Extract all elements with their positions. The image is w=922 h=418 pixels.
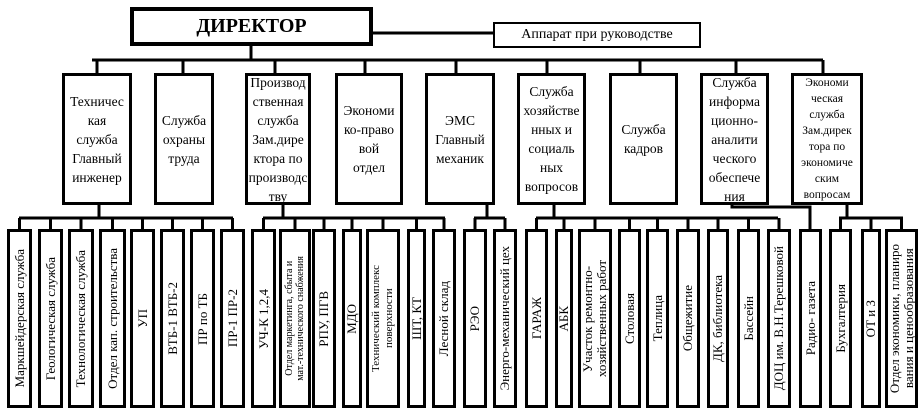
unit-label: ДК, библиотека	[710, 274, 725, 362]
unit-box: ДОЦ им. В.Н.Терешковой	[767, 229, 791, 408]
unit-box: Бассейн	[737, 229, 760, 408]
unit-box: АБК	[555, 229, 573, 408]
service-label: Экономи ческая служба Зам.дирек тора по …	[801, 77, 853, 201]
ems-chief-mechanic-box: ЭМС Главный механик	[425, 73, 495, 205]
production-service-box: Производ ственная служба Зам.дире ктора …	[245, 73, 311, 205]
unit-box: ШТ, КТ	[407, 229, 426, 408]
unit-label: ПР-1 ПР-2	[224, 289, 240, 348]
unit-box: Отдел маркетинга, сбыта и мат.-техническ…	[279, 229, 311, 408]
unit-label: ДОЦ им. В.Н.Терешковой	[771, 246, 786, 391]
unit-box: Энерго-механический цех	[493, 229, 517, 408]
unit-label: Отдел экономики, планиро вания и ценообр…	[886, 243, 916, 394]
unit-label: УЧ-К 1,2,4	[255, 288, 271, 349]
unit-box: Столовая	[618, 229, 641, 408]
unit-box: УЧ-К 1,2,4	[251, 229, 276, 408]
hr-service-box: Служба кадров	[609, 73, 678, 205]
apparatus-box: Аппарат при руководстве	[493, 22, 701, 48]
director-label: ДИРЕКТОР	[196, 15, 307, 37]
unit-label: Теплица	[649, 295, 665, 342]
unit-label: ОТ и З	[863, 299, 878, 338]
unit-label: Радио- газета	[802, 281, 818, 356]
unit-box: Участок ремонтно- хозяйственных работ	[578, 229, 612, 408]
unit-label: Общежитие	[680, 285, 695, 352]
unit-box: УП	[130, 229, 155, 408]
unit-label: ПР по ТБ	[194, 292, 210, 345]
unit-label: РПУ, ПГВ	[316, 290, 331, 347]
unit-box: РПУ, ПГВ	[312, 229, 336, 408]
unit-label: АБК	[556, 305, 571, 332]
unit-label: ШТ, КТ	[408, 297, 424, 340]
service-label: Экономи ко-право вой отдел	[343, 103, 395, 175]
service-label: Служба хозяйстве нных и социаль ных вопр…	[523, 84, 580, 194]
unit-box: Лесной склад	[432, 229, 456, 408]
labor-safety-service-box: Служба охраны труда	[154, 73, 214, 205]
unit-box: Бухгалтерия	[829, 229, 852, 408]
unit-box: Геологическая служба	[38, 229, 63, 408]
info-analytics-service-box: Служба информа ционно- аналити ческого о…	[700, 73, 769, 205]
unit-label: Лесной склад	[436, 280, 451, 357]
unit-label: ВТБ-1 ВТБ-2	[164, 282, 180, 355]
unit-box: Технический комплекс поверхности	[366, 229, 400, 408]
unit-box: Отдел кап. строительства	[99, 229, 126, 408]
unit-label: Бассейн	[740, 296, 756, 341]
unit-box: РЭО	[463, 229, 487, 408]
unit-label: Технический комплекс поверхности	[370, 265, 395, 372]
service-label: Служба кадров	[621, 122, 666, 156]
technical-service-box: Техничес кая служба Главный инженер	[62, 73, 132, 205]
unit-label: Участок ремонтно- хозяйственных работ	[580, 259, 609, 378]
unit-box: МДО	[342, 229, 362, 408]
unit-label: УП	[134, 309, 150, 328]
unit-label: Технологическая служба	[73, 249, 88, 388]
unit-box: ГАРАЖ	[525, 229, 548, 408]
service-label: ЭМС Главный механик	[435, 112, 485, 166]
unit-label: Отдел кап. строительства	[104, 248, 120, 389]
unit-box: ОТ и З	[861, 229, 881, 408]
unit-box: Технологическая служба	[68, 229, 94, 408]
unit-box: Отдел экономики, планиро вания и ценообр…	[885, 229, 918, 408]
unit-box: ДК, библиотека	[707, 229, 729, 408]
unit-label: Отдел маркетинга, сбыта и мат.-техническ…	[284, 256, 306, 381]
service-label: Техничес кая служба Главный инженер	[70, 93, 124, 185]
unit-box: ВТБ-1 ВТБ-2	[160, 229, 185, 408]
unit-box: ПР-1 ПР-2	[220, 229, 245, 408]
household-social-service-box: Служба хозяйстве нных и социаль ных вопр…	[517, 73, 586, 205]
unit-box: Радио- газета	[799, 229, 822, 408]
unit-label: Геологическая служба	[42, 256, 58, 381]
service-label: Служба охраны труда	[161, 112, 207, 166]
unit-box: ПР по ТБ	[190, 229, 215, 408]
unit-label: ГАРАЖ	[528, 297, 544, 340]
unit-box: Теплица	[646, 229, 669, 408]
director-box: ДИРЕКТОР	[130, 7, 373, 46]
unit-box: Маркшейдерская служба	[7, 229, 32, 408]
unit-label: Бухгалтерия	[832, 284, 848, 353]
unit-label: Маркшейдерская служба	[11, 249, 27, 388]
apparatus-label: Аппарат при руководстве	[521, 27, 673, 42]
unit-label: РЭО	[467, 305, 482, 332]
economic-legal-department-box: Экономи ко-право вой отдел	[335, 73, 403, 205]
unit-box: Общежитие	[676, 229, 700, 408]
unit-label: Столовая	[621, 292, 637, 345]
unit-label: Энерго-механический цех	[497, 246, 512, 391]
unit-label: МДО	[344, 303, 359, 334]
service-label: Производ ственная служба Зам.дире ктора …	[248, 74, 308, 204]
service-label: Служба информа ционно- аналити ческого о…	[708, 74, 761, 204]
economic-service-box: Экономи ческая служба Зам.дирек тора по …	[791, 73, 863, 205]
